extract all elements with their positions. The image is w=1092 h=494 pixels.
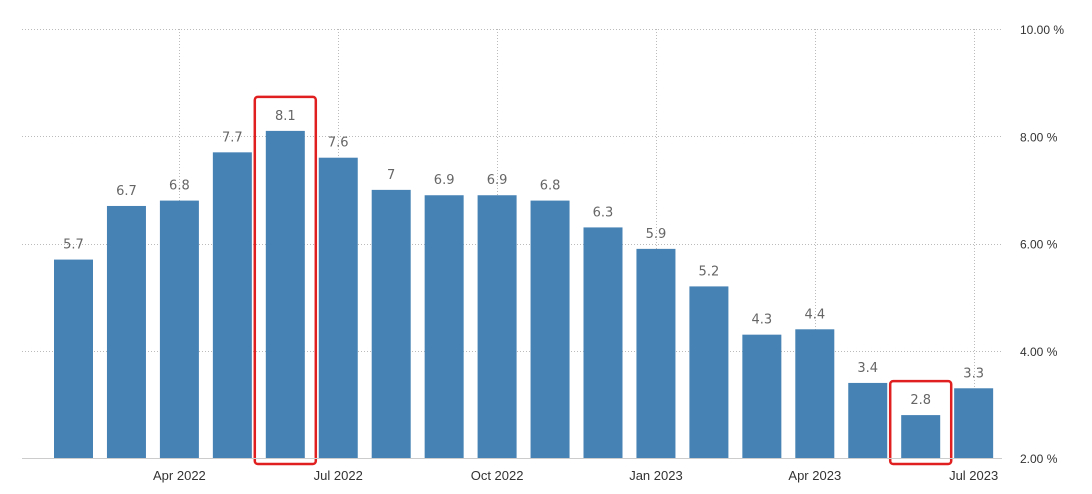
x-tick-label: Jul 2022 [314, 468, 363, 483]
bar [212, 152, 252, 458]
y-tick-label: 2.00 % [1020, 452, 1058, 466]
x-tick-label: Jan 2023 [629, 468, 683, 483]
data-label: 6.8 [540, 179, 561, 194]
bar [54, 259, 93, 458]
bar [742, 334, 782, 458]
bar [265, 130, 305, 458]
data-label: 3.3 [963, 366, 984, 381]
bar [106, 205, 146, 458]
data-label: 4.4 [804, 307, 825, 322]
bar [795, 329, 835, 458]
bars-group [54, 130, 994, 459]
bar [848, 382, 888, 458]
y-tick-label: 4.00 % [1020, 345, 1058, 359]
highlight-box [888, 379, 953, 466]
data-label: 7.6 [328, 136, 349, 151]
data-label: 7 [387, 168, 395, 183]
bar [424, 195, 464, 459]
data-label: 5.7 [63, 238, 84, 253]
data-label: 8.1 [275, 109, 296, 124]
bar [583, 227, 623, 458]
bar [901, 415, 941, 458]
highlight-boxes-group [253, 95, 953, 466]
highlight-box [253, 95, 318, 466]
data-labels-group: 5.7 6.7 6.8 7.7 8.1 7.6 7 6.9 6.9 6.8 6.3 5.9 5.2 4.3… [63, 109, 984, 408]
x-tick-label: Oct 2022 [471, 468, 524, 483]
x-tick-label: Apr 2022 [153, 468, 206, 483]
y-tick-label: 6.00 % [1020, 238, 1058, 252]
x-tick-label: Jul 2023 [949, 468, 998, 483]
y-axis: 10.00 % 8.00 % 6.00 % 4.00 % 2.00 % [1020, 23, 1064, 466]
y-tick-label: 8.00 % [1020, 130, 1058, 144]
data-label: 6.8 [169, 179, 190, 194]
data-label: 6.9 [434, 173, 455, 188]
data-label: 5.9 [646, 227, 667, 242]
bar [530, 200, 570, 458]
bar [371, 189, 411, 458]
bar [159, 200, 199, 458]
data-label: 3.4 [857, 361, 878, 376]
y-tick-label: 10.00 % [1020, 23, 1064, 37]
data-label: 6.7 [116, 184, 137, 199]
data-label: 2.8 [910, 393, 931, 408]
data-label: 4.3 [752, 313, 773, 328]
bar [954, 388, 994, 458]
data-label: 6.9 [487, 173, 508, 188]
bar [477, 195, 517, 459]
bar [689, 286, 729, 458]
data-label: 5.2 [699, 264, 720, 279]
bar [636, 248, 676, 458]
x-tick-label: Apr 2023 [788, 468, 841, 483]
data-label: 6.3 [593, 205, 614, 220]
data-label: 7.7 [222, 130, 243, 145]
x-axis: Apr 2022 Jul 2022 Oct 2022 Jan 2023 Apr 2023… [22, 458, 1002, 483]
bar [318, 157, 358, 458]
